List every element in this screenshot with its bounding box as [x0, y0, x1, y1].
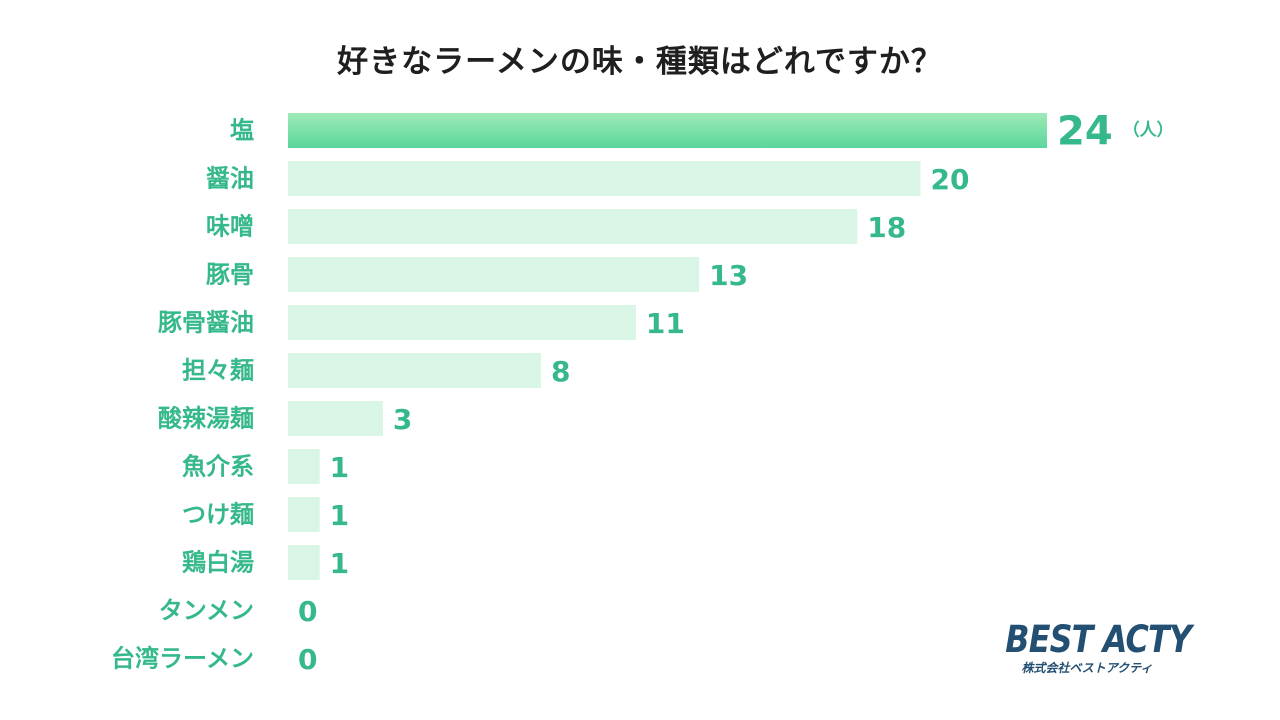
category-label: 担々麺: [182, 357, 254, 385]
bar-1: [288, 113, 1047, 148]
bar-9: [288, 497, 320, 532]
value-label: 1: [330, 547, 349, 580]
category-label: 味噌: [206, 213, 254, 241]
value-label: 13: [709, 259, 748, 292]
value-label: 1: [330, 451, 349, 484]
value-label: 11: [646, 307, 685, 340]
bars-group: [288, 113, 1047, 580]
category-label: 塩: [230, 117, 254, 145]
bar-3: [288, 209, 858, 244]
category-label: 醤油: [206, 165, 254, 193]
chart-title: 好きなラーメンの味・種類はどれですか？: [337, 44, 943, 80]
category-label: 豚骨: [205, 261, 254, 289]
value-label: 0: [298, 643, 317, 676]
category-label: 豚骨醤油: [157, 309, 254, 337]
value-label: 3: [393, 403, 412, 436]
value-label: 20: [931, 163, 970, 196]
bar-5: [288, 305, 636, 340]
bar-2: [288, 161, 921, 196]
category-label: 酸辣湯麺: [158, 405, 254, 433]
value-label: 8: [551, 355, 570, 388]
value-label: 24: [1057, 109, 1113, 155]
bar-4: [288, 257, 700, 292]
category-label: 魚介系: [182, 453, 254, 481]
value-label: 0: [298, 595, 317, 628]
bar-10: [288, 545, 320, 580]
company-logo: BEST ACTY 株式会社ベストアクティ: [992, 618, 1192, 676]
logo-wordmark: BEST ACTY: [1005, 618, 1192, 661]
bar-7: [288, 401, 383, 436]
category-label: 台湾ラーメン: [111, 645, 254, 673]
logo-company-name: 株式会社ベストアクティ: [1021, 661, 1153, 675]
category-label: つけ麺: [182, 501, 254, 529]
value-label: 18: [867, 211, 906, 244]
bar-6: [288, 353, 541, 388]
bar-8: [288, 449, 320, 484]
category-label: 鶏白湯: [182, 549, 254, 577]
category-label: タンメン: [159, 597, 254, 625]
value-label: 1: [330, 499, 349, 532]
unit-label: （人）: [1123, 120, 1174, 141]
